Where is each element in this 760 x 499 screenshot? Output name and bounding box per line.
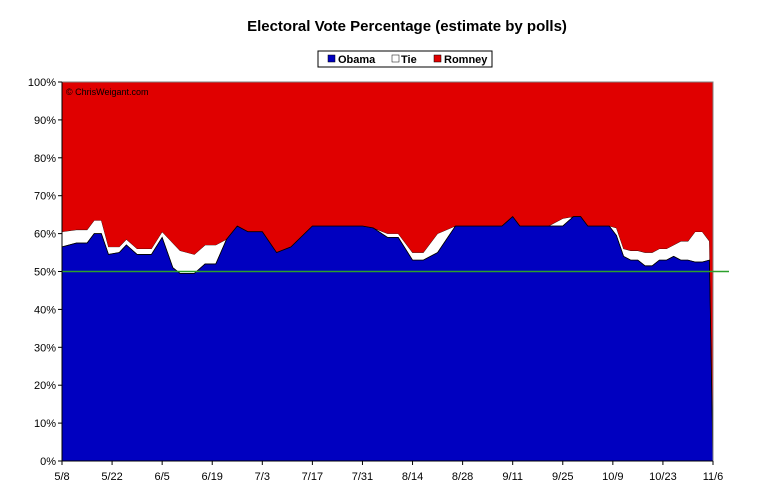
y-tick-label: 40% (34, 304, 56, 316)
x-tick-label: 9/25 (552, 471, 573, 483)
x-tick-label: 7/31 (352, 471, 373, 483)
y-tick-label: 90% (34, 115, 56, 127)
x-tick-label: 8/14 (402, 471, 423, 483)
x-tick-label: 7/3 (255, 471, 270, 483)
series-line-obama (61, 215, 714, 462)
legend: Obama Tie Romney (317, 50, 493, 68)
y-tick-label: 50% (34, 267, 56, 279)
watermark-text: © ChrisWeigant.com (66, 87, 149, 97)
y-tick-label: 60% (34, 229, 56, 241)
x-tick-label: 10/9 (602, 471, 623, 483)
x-tick-label: 6/19 (202, 471, 223, 483)
series-area-romney (62, 82, 713, 461)
x-tick-label: 6/5 (155, 471, 170, 483)
legend-label-romney: Romney (444, 54, 488, 66)
y-tick-label: 10% (34, 418, 56, 430)
y-axis: 0% 10% 20% 30% 40% 50% 60% 70% 80% 90% 100% (28, 77, 63, 468)
y-tick-label: 20% (34, 380, 56, 392)
legend-label-obama: Obama (338, 54, 376, 66)
y-tick-label: 0% (40, 456, 56, 468)
x-axis: 5/8 5/22 6/5 6/19 7/3 7/17 7/31 8/14 8/28 9/11 9/2… (54, 460, 724, 483)
x-tick-label: 9/11 (502, 471, 523, 483)
series-area-obama (62, 216, 713, 461)
y-tick-label: 70% (34, 191, 56, 203)
y-tick-label: 80% (34, 153, 56, 165)
x-tick-label: 8/28 (452, 471, 473, 483)
y-tick-label: 30% (34, 342, 56, 354)
y-tick-label: 100% (28, 77, 56, 89)
legend-label-tie: Tie (401, 54, 417, 66)
legend-swatch-obama (327, 54, 336, 63)
x-tick-label: 5/8 (54, 471, 69, 483)
x-tick-label: 11/6 (703, 471, 724, 483)
chart-title: Electoral Vote Percentage (estimate by p… (247, 18, 567, 35)
x-tick-label: 10/23 (649, 471, 677, 483)
legend-swatch-romney (433, 54, 442, 63)
legend-swatch-tie (391, 54, 400, 63)
x-tick-label: 7/17 (302, 471, 323, 483)
legend-box (317, 50, 493, 68)
plot-area (61, 81, 729, 462)
x-tick-label: 5/22 (101, 471, 122, 483)
